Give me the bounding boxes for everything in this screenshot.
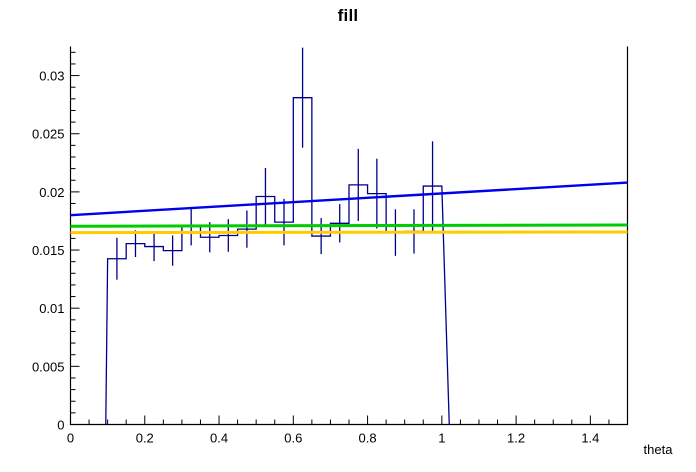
y-tick-label: 0.025 bbox=[32, 127, 65, 142]
fit-line-constant-fit-yellow bbox=[70, 230, 628, 235]
y-tick-label: 0.02 bbox=[39, 185, 64, 200]
x-tick-label: 1.2 bbox=[507, 431, 525, 446]
page-title: fill bbox=[337, 6, 359, 25]
x-axis-tick-labels: 0 0.2 0.4 0.6 0.8 1 1.2 1.4 bbox=[67, 431, 600, 446]
x-tick-label: 1 bbox=[438, 431, 445, 446]
y-tick-label: 0 bbox=[57, 418, 64, 433]
y-tick-label: 0.015 bbox=[32, 243, 65, 258]
y-axis-tick-labels: 0 0.005 0.01 0.015 0.02 0.025 0.03 bbox=[32, 69, 65, 433]
fit-line-linear-fit bbox=[70, 181, 628, 217]
error-bars bbox=[116, 47, 434, 280]
y-tick-label: 0.01 bbox=[39, 301, 64, 316]
x-tick-label: 0.6 bbox=[284, 431, 302, 446]
y-tick-label: 0.005 bbox=[32, 359, 65, 374]
x-tick-label: 1.4 bbox=[581, 431, 599, 446]
y-axis-ticks bbox=[70, 51, 80, 425]
x-axis-title: theta bbox=[644, 442, 674, 457]
x-tick-label: 0.8 bbox=[359, 431, 377, 446]
fit-lines bbox=[70, 181, 628, 235]
fit-line-constant-fit-green bbox=[70, 223, 628, 228]
histogram-series bbox=[105, 97, 450, 425]
x-tick-label: 0.4 bbox=[210, 431, 228, 446]
y-tick-label: 0.03 bbox=[39, 69, 64, 84]
x-tick-label: 0.2 bbox=[136, 431, 154, 446]
x-axis-ticks bbox=[70, 415, 628, 425]
x-tick-label: 0 bbox=[67, 431, 74, 446]
